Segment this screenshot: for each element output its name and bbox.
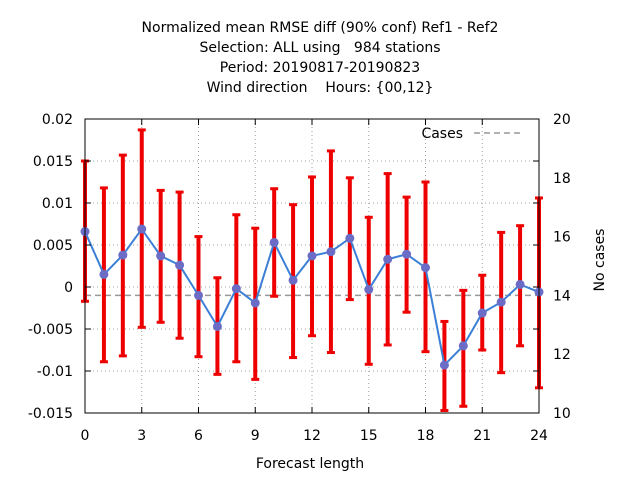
x-tick-label: 15: [360, 428, 378, 444]
y2-tick-label: 14: [553, 288, 571, 304]
data-point: [496, 297, 506, 307]
y2-tick-label: 20: [553, 112, 571, 128]
data-point: [99, 269, 109, 279]
data-points: [80, 224, 544, 370]
y2-tick-label: 10: [553, 406, 571, 422]
y2-axis-label: No cases: [592, 228, 608, 292]
data-point: [364, 285, 374, 295]
x-tick-label: 0: [81, 428, 90, 444]
y-tick-label: 0.005: [33, 238, 73, 254]
x-tick-label: 3: [137, 428, 146, 444]
data-point: [307, 251, 317, 261]
data-point: [458, 341, 468, 351]
data-point: [175, 260, 185, 270]
data-point: [439, 360, 449, 370]
y-tick-label: 0.02: [42, 112, 73, 128]
legend-label-cases: Cases: [421, 126, 463, 142]
data-point: [326, 247, 336, 257]
x-axis-ticks: 0 3 6 9 12 15 18 21 24: [81, 119, 548, 444]
y2-axis-ticks: 10 12 14 16 18 20: [553, 112, 571, 422]
data-point: [288, 275, 298, 285]
data-point: [156, 251, 166, 261]
y-tick-label: -0.01: [37, 364, 73, 380]
x-tick-label: 24: [530, 428, 548, 444]
x-tick-label: 6: [194, 428, 203, 444]
y2-tick-label: 16: [553, 230, 571, 246]
x-tick-label: 21: [473, 428, 491, 444]
chart-title-line-4: Wind direction Hours: {00,12}: [206, 80, 434, 96]
chart-title-line-2: Selection: ALL using 984 stations: [199, 40, 441, 56]
data-point: [194, 290, 203, 300]
y2-tick-label: 12: [553, 347, 571, 363]
data-point: [231, 284, 241, 294]
data-point: [515, 279, 525, 289]
data-point: [269, 237, 279, 247]
data-point: [421, 263, 430, 273]
data-point: [137, 224, 147, 234]
y-tick-label: -0.005: [28, 322, 73, 338]
data-point: [477, 308, 487, 318]
x-tick-label: 12: [303, 428, 321, 444]
y-tick-label: -0.015: [28, 406, 73, 422]
x-tick-label: 9: [251, 428, 260, 444]
y-axis-ticks: -0.015 -0.01 -0.005 0 0.005 0.01 0.015 0.02: [28, 112, 539, 422]
chart-title-line-1: Normalized mean RMSE diff (90% conf) Ref…: [141, 20, 499, 36]
x-axis-label: Forecast length: [255, 456, 365, 472]
data-point: [250, 298, 260, 308]
data-point: [345, 233, 355, 243]
x-tick-label: 18: [417, 428, 435, 444]
error-bars: [81, 128, 543, 412]
y-tick-label: 0.01: [42, 196, 73, 212]
chart-title-line-3: Period: 20190817-20190823: [219, 60, 421, 76]
y-tick-label: 0.015: [33, 154, 73, 170]
data-point: [212, 321, 222, 331]
y-tick-label: 0: [64, 280, 73, 296]
data-point: [383, 254, 393, 264]
legend: Cases: [421, 126, 522, 142]
data-point: [402, 249, 412, 259]
y2-tick-label: 18: [553, 171, 571, 187]
data-point: [118, 250, 128, 260]
